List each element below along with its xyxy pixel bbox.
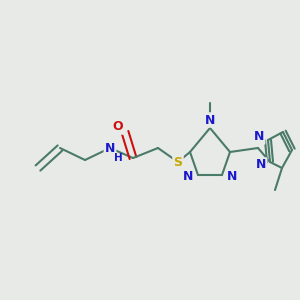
- Text: S: S: [173, 155, 182, 169]
- Text: N: N: [256, 158, 266, 172]
- Text: N: N: [227, 170, 237, 184]
- Text: N: N: [183, 170, 193, 184]
- Text: N: N: [254, 130, 264, 143]
- Text: H: H: [114, 153, 122, 163]
- Text: N: N: [105, 142, 115, 154]
- Text: N: N: [205, 113, 215, 127]
- Text: O: O: [113, 121, 123, 134]
